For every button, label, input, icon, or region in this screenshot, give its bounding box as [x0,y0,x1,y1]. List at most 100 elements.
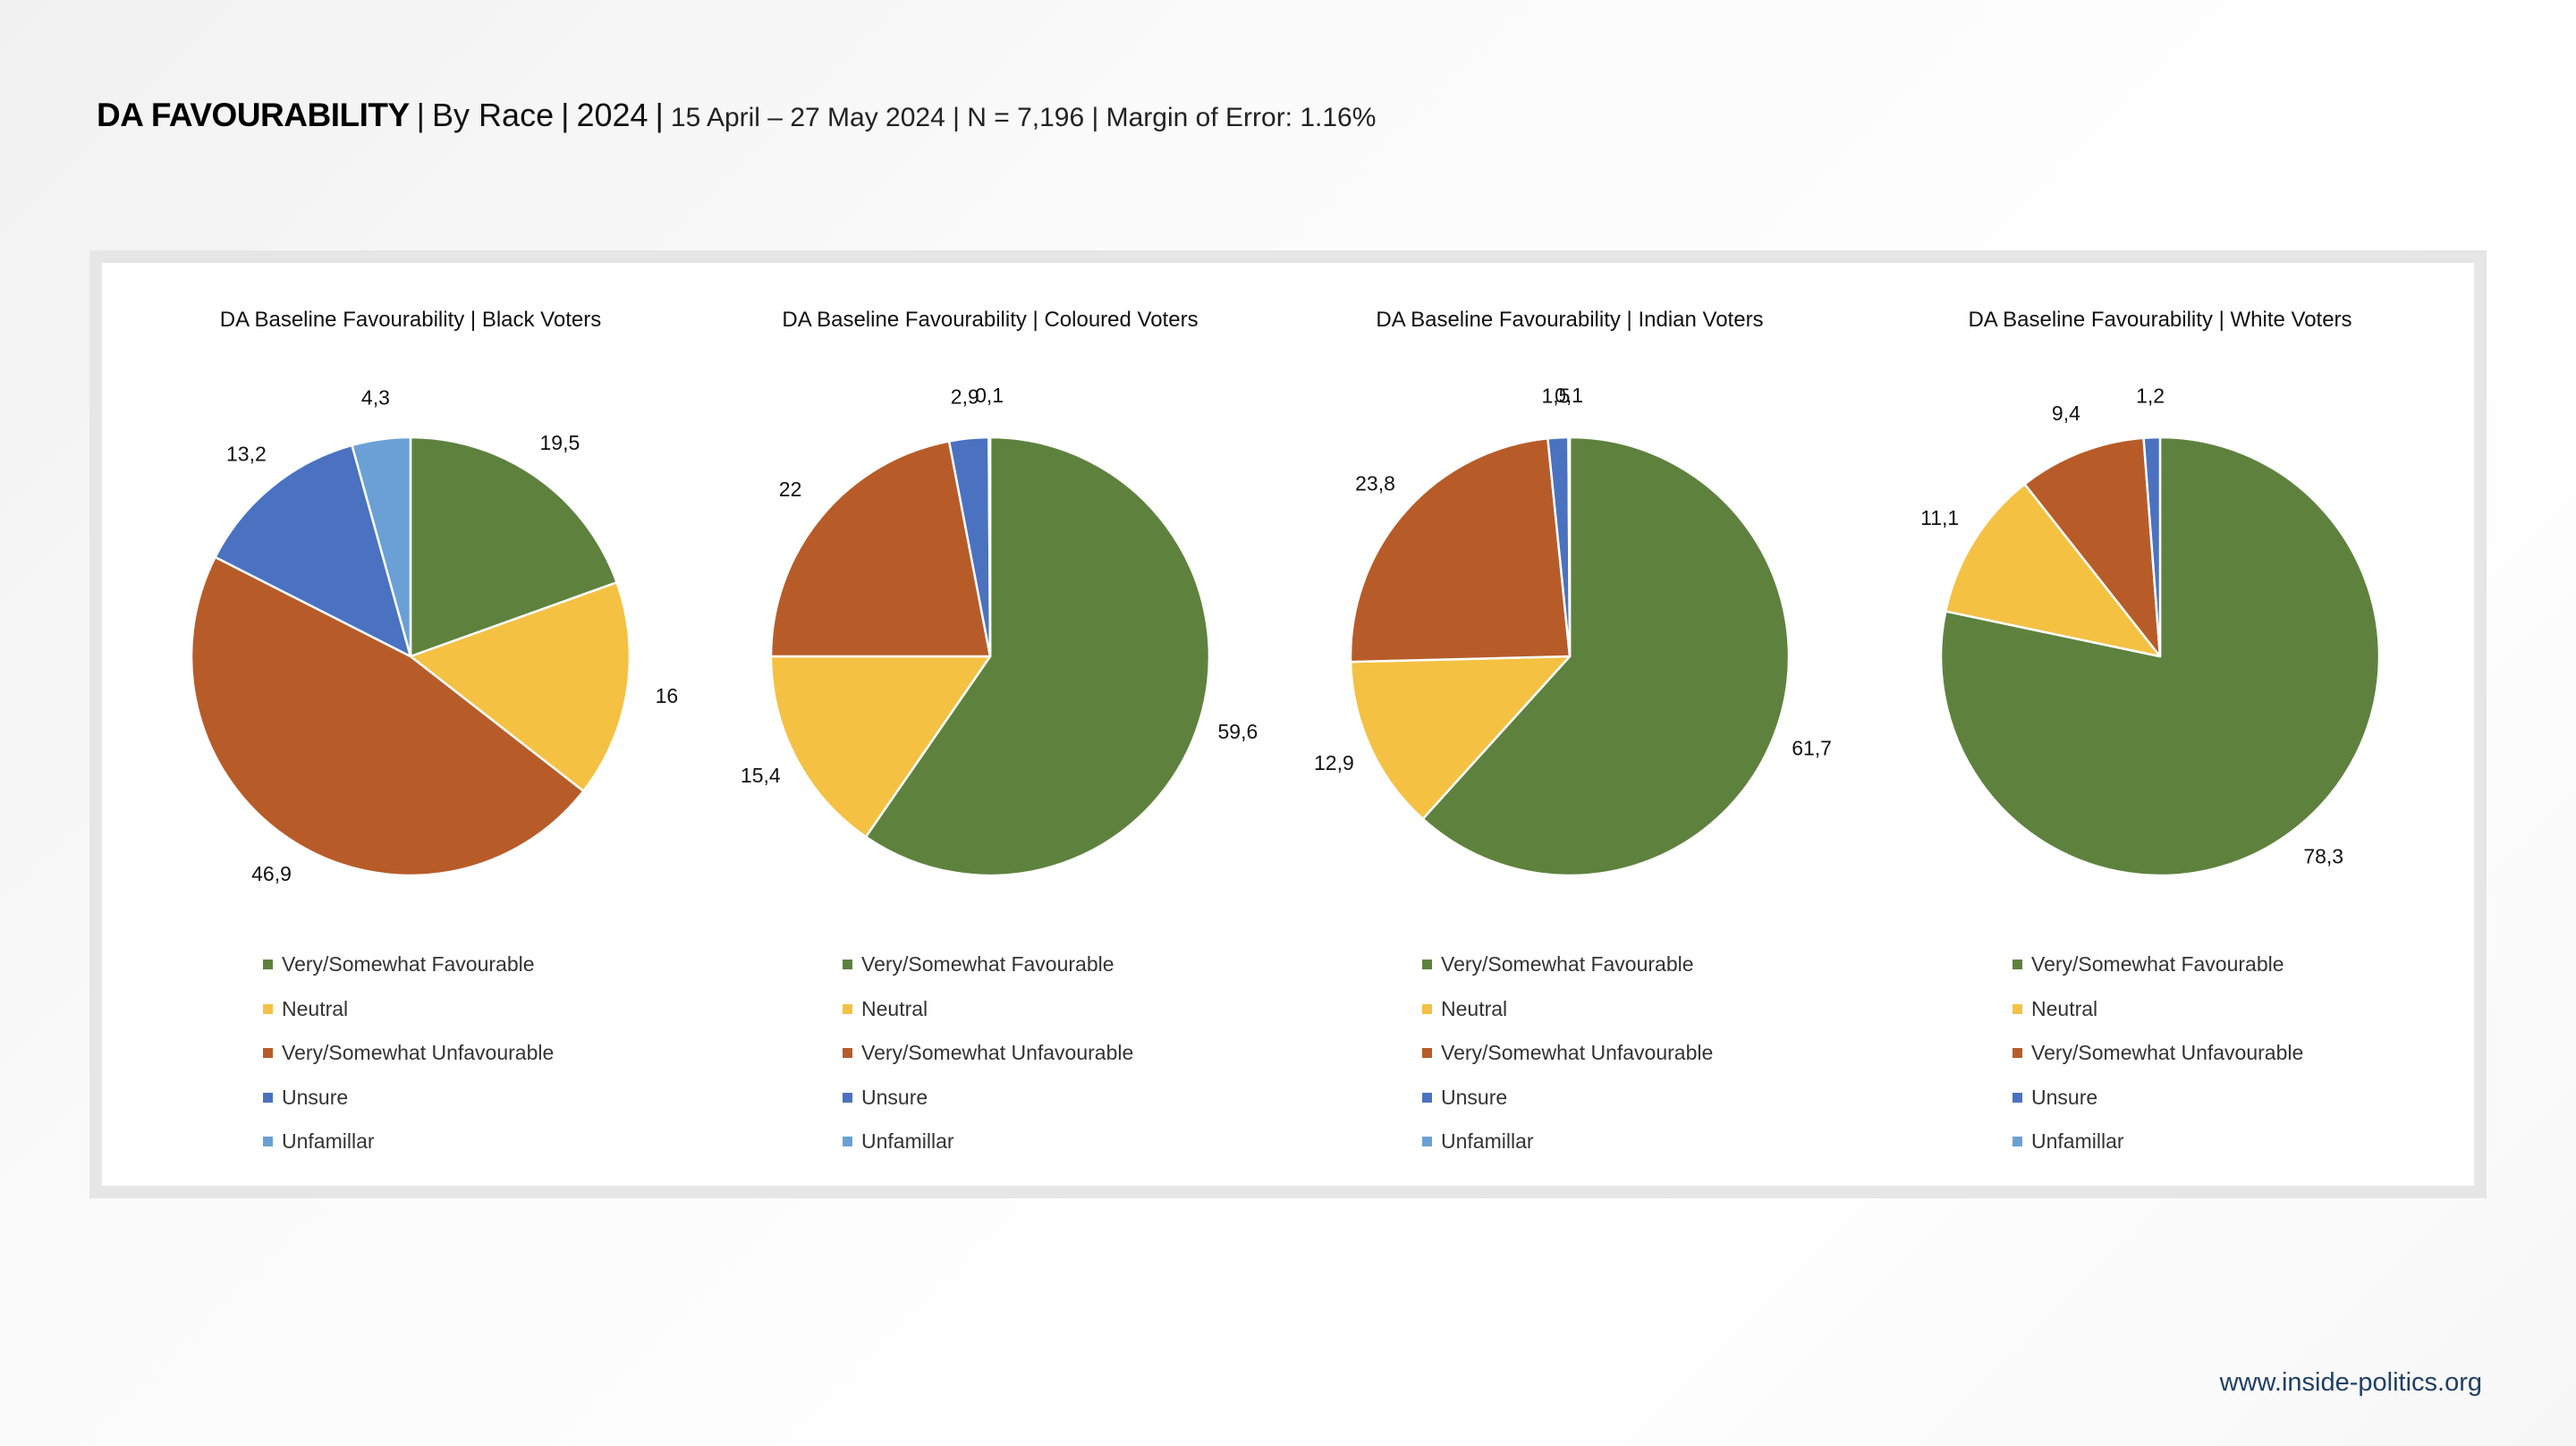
legend-label: Unfamillar [1441,1129,1534,1154]
data-label-neutral: 16 [656,684,679,707]
legend-swatch [2012,1003,2022,1014]
pie-slice-neutral [769,655,992,839]
legend-label: Very/Somewhat Unfavourable [2031,1041,2304,1065]
chart-legend: Very/Somewhat Favourable Neutral Very/Some… [263,943,554,1164]
chart-legend: Very/Somewhat Favourable Neutral Very/Some… [1422,943,1713,1164]
title-separator: | [655,97,664,133]
chart-coloured-voters: DA Baseline Favourability | Coloured Vot… [699,263,1281,1184]
legend-item-unsure: Unsure [263,1076,554,1120]
legend-item-unsure: Unsure [843,1076,1133,1120]
pie-slice-unfavourable [190,555,585,877]
legend-swatch [2012,960,2022,970]
legend-swatch [2012,1092,2022,1103]
legend-swatch [843,1003,852,1014]
pie-slice-unfamiliar [351,435,412,658]
pie-slice-neutral [1945,483,2162,658]
legend-swatch [263,1137,273,1147]
page-title: DA FAVOURABILITY [97,97,410,133]
legend-item-unfavourable: Very/Somewhat Unfavourable [843,1031,1133,1076]
pie-slice-unfavourable [2023,436,2162,658]
legend-item-unfamiliar: Unfamillar [263,1120,554,1164]
pie-slice-unfavourable [1349,436,1572,664]
legend-item-favourable: Very/Somewhat Favourable [2012,943,2303,987]
legend-item-favourable: Very/Somewhat Favourable [1422,943,1713,987]
footer-url[interactable]: www.inside-politics.org [2219,1368,2482,1397]
pie-slice-neutral [409,581,631,792]
title-separator: | [416,97,426,133]
legend-label: Unfamillar [2031,1129,2124,1154]
legend-swatch [1422,1092,1432,1103]
legend-item-unsure: Unsure [1422,1076,1713,1120]
data-label-unfavourable: 22 [779,478,802,501]
data-label-unfavourable: 46,9 [251,862,292,885]
legend-swatch [2012,1048,2022,1059]
chart-legend: Very/Somewhat Favourable Neutral Very/Some… [2012,943,2303,1164]
charts-panel: DA Baseline Favourability | Black Voters… [89,250,2487,1198]
data-label-unsure: 1,5 [1542,384,1571,407]
legend-swatch [263,960,273,970]
legend-item-favourable: Very/Somewhat Favourable [843,943,1133,987]
legend-item-unfamiliar: Unfamillar [1422,1120,1713,1164]
legend-item-unfavourable: Very/Somewhat Unfavourable [2012,1031,2303,1076]
legend-label: Very/Somewhat Unfavourable [282,1041,555,1065]
legend-label: Neutral [282,996,349,1020]
data-label-neutral: 15,4 [741,764,781,787]
data-label-neutral: 11,1 [1920,506,1959,529]
data-label-unsure: 1,2 [2136,384,2165,407]
legend-swatch [263,1003,273,1014]
legend-label: Neutral [861,996,928,1020]
legend-item-unfavourable: Very/Somewhat Unfavourable [263,1031,554,1076]
chart-indian-voters: DA Baseline Favourability | Indian Voter… [1279,263,1860,1184]
title-year: 2024 [576,97,648,133]
legend-label: Unsure [1441,1085,1508,1109]
legend-swatch [843,1137,852,1147]
data-label-unfavourable: 23,8 [1355,471,1395,495]
legend-label: Unsure [861,1085,928,1109]
page-header: DA FAVOURABILITY | By Race | 2024 | 15 A… [97,97,1376,141]
pie-slice-unfavourable [769,440,992,658]
legend-item-neutral: Neutral [1422,987,1713,1032]
legend-label: Very/Somewhat Favourable [282,952,535,977]
legend-item-unfamiliar: Unfamillar [2012,1120,2303,1164]
data-label-unfamiliar: 0,1 [975,384,1004,407]
pie-slice-neutral [1349,655,1572,820]
pie-slice-unsure [2142,435,2162,658]
chart-title: DA Baseline Favourability | Coloured Vot… [782,308,1199,332]
legend-item-unfamiliar: Unfamillar [843,1120,1133,1164]
data-label-favourable: 61,7 [1792,736,1832,759]
data-label-neutral: 12,9 [1314,751,1354,774]
legend-label: Unsure [282,1085,349,1109]
legend-item-favourable: Very/Somewhat Favourable [263,943,554,987]
chart-title: DA Baseline Favourability | Indian Voter… [1376,308,1764,332]
legend-label: Very/Somewhat Favourable [861,952,1114,977]
chart-title: DA Baseline Favourability | White Voters [1968,308,2352,332]
data-label-favourable: 78,3 [2303,844,2343,867]
legend-item-neutral: Neutral [2012,987,2303,1032]
chart-black-voters: DA Baseline Favourability | Black Voters… [120,263,701,1184]
legend-swatch [843,960,852,970]
legend-swatch [263,1092,273,1103]
legend-swatch [1422,1048,1432,1059]
legend-label: Unfamillar [861,1129,954,1154]
chart-white-voters: DA Baseline Favourability | White Voters… [1869,263,2451,1184]
legend-swatch [1422,960,1432,970]
pie-slice-favourable [864,435,1211,877]
pie-slice-unfamiliar [1567,435,1572,658]
chart-legend: Very/Somewhat Favourable Neutral Very/Some… [843,943,1133,1164]
title-race: By Race [432,97,555,133]
data-label-favourable: 59,6 [1218,720,1258,743]
legend-label: Very/Somewhat Unfavourable [1441,1041,1714,1065]
legend-label: Very/Somewhat Unfavourable [861,1041,1134,1065]
legend-item-neutral: Neutral [263,987,554,1032]
pie-chart: 61,7 12,9 23,8 1,50,1 [1314,384,1832,877]
legend-swatch [843,1092,852,1103]
legend-item-unsure: Unsure [2012,1076,2303,1120]
data-label-unfamiliar: 4,3 [361,386,390,410]
pie-chart: 19,5 16 46,9 13,2 4,3 [190,386,679,885]
pie-slice-favourable [409,435,618,658]
data-label-unfavourable: 9,4 [2052,402,2080,425]
pie-slice-favourable [1421,435,1791,877]
pie-slice-favourable [1939,435,2381,877]
legend-swatch [1422,1137,1432,1147]
pie-slice-unsure [214,444,412,658]
